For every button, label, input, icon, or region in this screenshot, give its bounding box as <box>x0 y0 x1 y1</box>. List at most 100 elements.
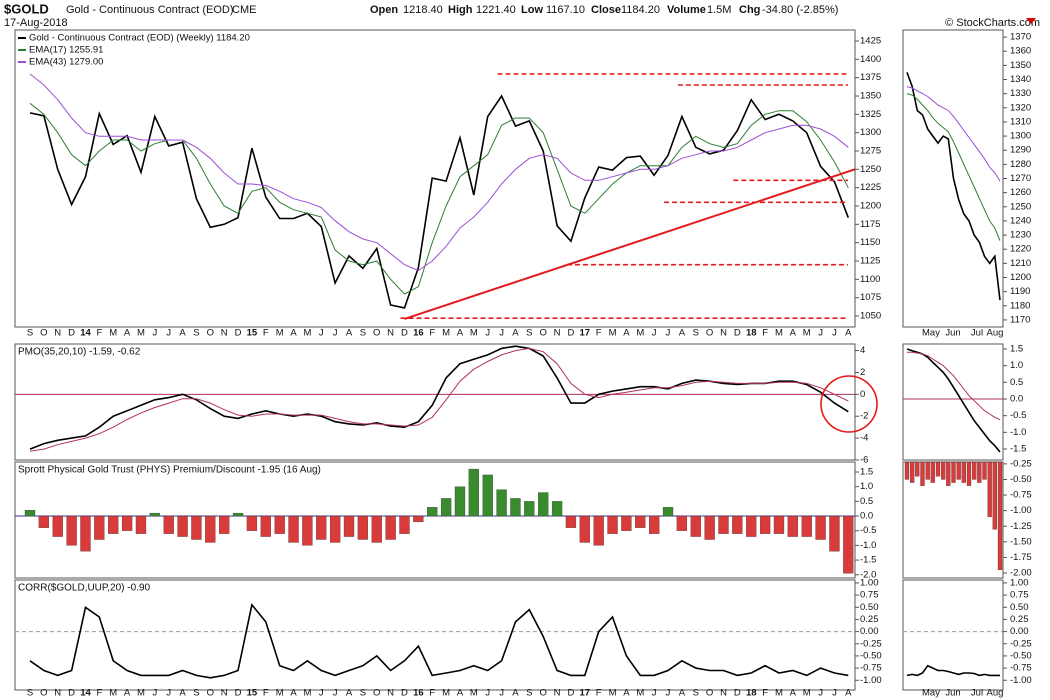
bar <box>205 515 216 543</box>
bar <box>288 515 299 543</box>
x-tick-label: D <box>567 688 574 699</box>
x-tick-label: 17 <box>580 688 591 699</box>
x-tick-label: F <box>96 688 102 699</box>
x-tick-label: M <box>636 688 644 699</box>
bar <box>66 515 77 546</box>
x-tick-label: 18 <box>746 688 757 699</box>
x-tick-label: S <box>193 688 199 699</box>
bar <box>177 515 188 537</box>
y-tick-label: 1170 <box>1010 314 1030 325</box>
stat-label: Chg <box>739 4 760 16</box>
x-tick-label: M <box>775 328 783 339</box>
panel-frame <box>14 579 856 691</box>
x-tick-label: M <box>803 328 811 339</box>
y-tick-label: 1150 <box>860 237 880 248</box>
y-tick-label: 0.25 <box>860 614 879 625</box>
y-tick-label: 1.0 <box>1010 360 1023 371</box>
bar <box>24 510 36 517</box>
x-tick-label: O <box>207 688 214 699</box>
y-tick-label: -1.50 <box>1010 536 1032 547</box>
bar <box>935 461 941 477</box>
bar <box>787 515 798 537</box>
y-tick-label: 1.00 <box>860 577 879 588</box>
y-tick-label: 1320 <box>1010 102 1031 113</box>
bar <box>538 492 549 517</box>
x-tick-label: F <box>762 688 768 699</box>
bar <box>440 498 452 517</box>
y-tick-label: 1125 <box>860 256 880 267</box>
x-tick-label: J <box>319 688 324 699</box>
y-tick-label: 1300 <box>860 127 881 138</box>
x-tick-label: J <box>832 328 837 339</box>
x-tick-label: J <box>485 688 490 699</box>
x-tick-label: J <box>166 328 171 339</box>
y-tick-label: 1375 <box>860 72 881 83</box>
x-tick-label: A <box>290 328 297 339</box>
y-tick-label: 0.0 <box>860 511 873 522</box>
x-tick-label: D <box>734 328 741 339</box>
bar <box>343 515 355 537</box>
x-tick-label: O <box>373 688 380 699</box>
x-tick-label: May <box>922 328 940 339</box>
x-tick-label: S <box>526 328 532 339</box>
y-tick-label: 1275 <box>860 146 881 157</box>
y-tick-label: -0.75 <box>1010 663 1032 674</box>
down-arrow <box>1026 18 1036 24</box>
y-tick-label: 1290 <box>1010 145 1031 156</box>
bar <box>930 461 935 483</box>
x-tick-label: A <box>179 688 186 699</box>
x-tick-label: J <box>319 328 324 339</box>
stat-label: Open <box>370 4 398 16</box>
bar <box>219 515 230 534</box>
y-tick-label: -0.5 <box>1010 410 1026 421</box>
y-tick-label: -0.25 <box>1010 638 1032 649</box>
x-tick-label: D <box>235 328 242 339</box>
bar <box>997 461 1003 571</box>
x-tick-label: A <box>457 328 464 339</box>
x-tick-label: J <box>832 688 837 699</box>
x-tick-label: M <box>775 688 783 699</box>
x-tick-label: O <box>706 688 713 699</box>
x-tick-label: D <box>734 688 741 699</box>
x-tick-label: Aug <box>987 328 1004 339</box>
y-tick-label: 1210 <box>1010 258 1031 269</box>
bar <box>815 515 826 540</box>
x-tick-label: O <box>207 328 214 339</box>
instrument-name: Gold - Continuous Contract (EOD) <box>66 4 234 16</box>
x-tick-label: F <box>596 688 602 699</box>
y-tick-label: 1190 <box>1010 286 1030 297</box>
x-tick-label: M <box>137 688 145 699</box>
bar <box>121 515 133 531</box>
bar <box>454 486 466 517</box>
credit: © StockCharts.com <box>945 17 1040 29</box>
y-tick-label: -0.50 <box>1010 650 1032 661</box>
y-tick-label: -0.75 <box>860 663 882 674</box>
series-line <box>906 72 1001 301</box>
bar <box>94 515 105 540</box>
x-tick-label: M <box>276 688 284 699</box>
x-tick-label: A <box>512 688 519 699</box>
bar <box>329 515 341 543</box>
y-tick-label: -0.25 <box>860 638 882 649</box>
bar <box>565 515 577 528</box>
x-tick-label: O <box>40 328 47 339</box>
stat-label: Volume <box>667 4 706 16</box>
stat-label: Close <box>591 4 621 16</box>
x-tick-label: J <box>485 328 490 339</box>
bar <box>468 468 479 517</box>
y-tick-label: 0.00 <box>860 626 879 637</box>
bar <box>773 515 785 534</box>
bar <box>149 512 160 517</box>
y-tick-label: 1280 <box>1010 159 1031 170</box>
bar <box>829 515 840 552</box>
y-tick-label: 1230 <box>1010 230 1031 241</box>
x-tick-label: Aug <box>987 688 1004 699</box>
legend-label: Gold - Continuous Contract (EOD) (Weekly… <box>29 33 250 44</box>
bar <box>925 461 930 480</box>
y-tick-label: 0.00 <box>1010 626 1029 637</box>
series-line <box>906 93 1001 241</box>
x-tick-label: Jun <box>945 328 960 339</box>
y-tick-label: 1350 <box>1010 60 1031 71</box>
